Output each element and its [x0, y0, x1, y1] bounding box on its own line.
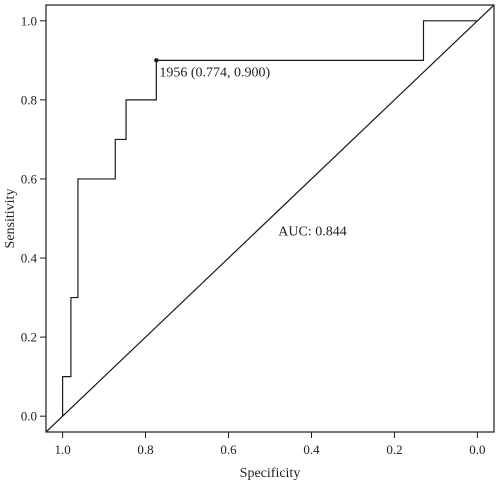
cutoff-point-marker [154, 58, 159, 63]
x-tick-label: 0.6 [220, 442, 237, 457]
x-tick-label: 1.0 [54, 442, 70, 457]
x-tick-label: 0.2 [386, 442, 402, 457]
plot-frame [45, 4, 495, 433]
cutoff-point-label: 1956 (0.774, 0.900) [159, 65, 270, 80]
x-axis-label: Specificity [240, 466, 301, 481]
y-tick-label: 0.0 [21, 409, 37, 424]
y-axis-label: Sensitivity [3, 189, 18, 249]
y-tick-label: 1.0 [21, 13, 37, 28]
roc-curve-line [61, 20, 478, 417]
x-tick-label: 0.4 [303, 442, 320, 457]
auc-annotation: AUC: 0.844 [278, 224, 346, 239]
x-tick-label: 0.0 [469, 442, 485, 457]
y-tick-label: 0.4 [21, 251, 38, 266]
y-tick-label: 0.2 [21, 330, 37, 345]
y-tick-label: 0.8 [21, 92, 37, 107]
x-tick-label: 0.8 [137, 442, 153, 457]
reference-diagonal-line [46, 5, 494, 432]
y-tick-label: 0.6 [21, 171, 38, 186]
